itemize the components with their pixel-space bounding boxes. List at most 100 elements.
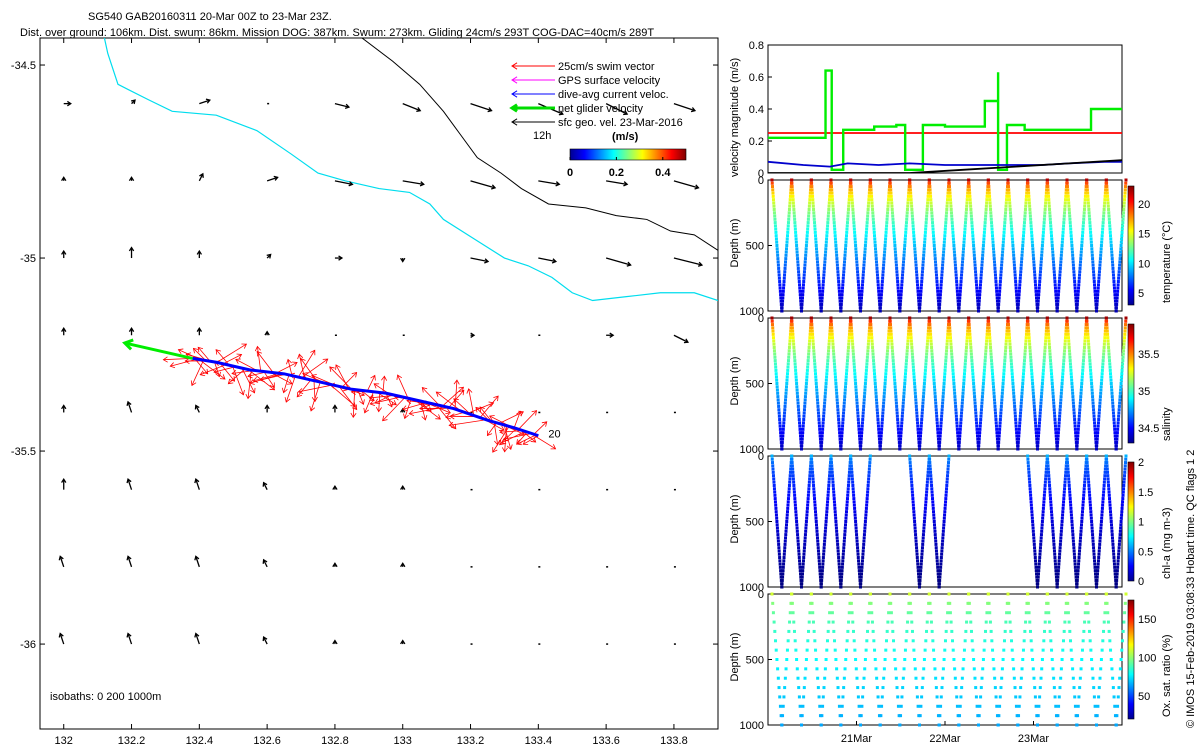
section-point xyxy=(1046,188,1050,192)
section-point xyxy=(884,227,888,231)
sfc-velocity-vector-head xyxy=(126,632,132,638)
swim-vector-head xyxy=(213,368,219,375)
section-point xyxy=(1111,266,1115,270)
section-point xyxy=(1121,490,1125,494)
section-point xyxy=(1028,342,1032,346)
section-point xyxy=(983,365,987,369)
section-point xyxy=(810,181,814,185)
swim-vector xyxy=(232,365,245,396)
section-point xyxy=(1009,362,1013,366)
section-point xyxy=(1021,375,1025,379)
section-point xyxy=(1025,329,1029,333)
section-point xyxy=(974,418,978,422)
section-point xyxy=(1007,198,1011,202)
swim-vector-shaft xyxy=(191,360,204,386)
section-point xyxy=(919,562,923,566)
section-point xyxy=(791,470,795,474)
swim-vector-head xyxy=(369,400,376,406)
section-point xyxy=(922,658,926,661)
section-point xyxy=(816,539,820,543)
section-point xyxy=(821,280,825,284)
swim-vector-head xyxy=(408,410,415,416)
sfc-velocity-vector-head xyxy=(332,404,338,410)
section-point xyxy=(776,529,780,533)
section-point xyxy=(1040,244,1044,247)
section-point xyxy=(875,270,879,274)
section-point xyxy=(810,461,814,465)
section-point xyxy=(812,493,816,497)
section-point xyxy=(825,230,829,234)
section-point xyxy=(1105,191,1109,195)
section-point xyxy=(845,362,849,366)
section-point xyxy=(1010,372,1014,376)
swim-vector-shaft xyxy=(247,370,252,399)
section-point xyxy=(1034,286,1038,290)
section-point xyxy=(789,329,793,333)
section-point xyxy=(996,447,1000,451)
section-point xyxy=(923,378,927,382)
section-point xyxy=(849,457,853,461)
section-point xyxy=(936,293,940,297)
section-point xyxy=(849,188,853,192)
section-point xyxy=(834,523,838,527)
section-point xyxy=(809,178,813,182)
section-point xyxy=(960,411,964,415)
section-point xyxy=(792,480,796,484)
swim-vector-head xyxy=(300,358,306,364)
section-point xyxy=(811,474,815,478)
section-point xyxy=(882,257,886,261)
section-point xyxy=(927,316,931,320)
section-point xyxy=(1124,181,1128,185)
section-point xyxy=(1117,408,1121,412)
section-point xyxy=(1110,526,1114,530)
section-point xyxy=(824,382,828,385)
section-point xyxy=(895,414,899,418)
section-point xyxy=(953,667,957,671)
section-point xyxy=(977,434,981,438)
section-point xyxy=(1070,516,1074,520)
legend-12h-label: 12h xyxy=(533,130,551,142)
section-point xyxy=(1117,546,1121,550)
swim-vector xyxy=(300,358,318,382)
section-point xyxy=(928,181,932,185)
section-data-points xyxy=(770,592,1128,727)
section-point xyxy=(877,434,881,438)
section-point xyxy=(981,658,985,661)
swim-vector xyxy=(197,346,211,362)
section-point xyxy=(925,342,929,346)
section-point xyxy=(820,575,824,579)
swim-vector-head xyxy=(310,349,316,356)
section-point xyxy=(773,500,777,504)
swim-vector-head xyxy=(247,372,253,379)
section-point xyxy=(793,639,797,643)
section-point xyxy=(1057,565,1061,569)
section-point xyxy=(970,355,974,359)
sfc-velocity-vector-head xyxy=(126,555,132,561)
section-point xyxy=(1076,289,1080,293)
section-point xyxy=(902,257,906,261)
section-point xyxy=(1033,270,1037,274)
section-point xyxy=(1002,375,1006,379)
section-point xyxy=(784,257,788,261)
section-point xyxy=(1095,585,1098,589)
section-point xyxy=(902,667,906,671)
section-point xyxy=(1005,329,1009,333)
section-point xyxy=(898,447,902,451)
section-point xyxy=(1014,421,1018,425)
section-point xyxy=(797,270,801,274)
section-point xyxy=(822,404,826,408)
section-point xyxy=(948,191,952,195)
section-point xyxy=(824,516,828,520)
section-point xyxy=(834,385,838,389)
net-glider-velocity xyxy=(122,338,193,360)
section-point xyxy=(1093,421,1097,425)
section-point xyxy=(780,306,784,310)
section-point xyxy=(1111,270,1115,274)
section-point xyxy=(963,224,967,228)
section-point xyxy=(889,332,893,336)
section-point xyxy=(828,336,832,340)
section-point xyxy=(837,283,841,287)
section-point xyxy=(773,217,777,221)
section-point xyxy=(774,513,778,517)
section-point xyxy=(940,404,944,408)
